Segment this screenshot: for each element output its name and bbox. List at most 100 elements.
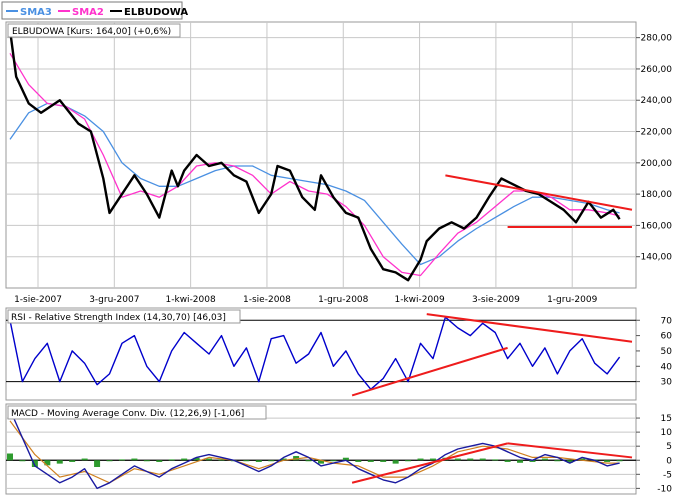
histogram-bar <box>417 458 424 461</box>
histogram-bar <box>143 460 150 462</box>
histogram-bar <box>330 460 337 462</box>
histogram-bar <box>392 460 399 464</box>
histogram-bar <box>7 453 13 461</box>
price-panel-title: ELBUDOWA [Kurs: 164,00] (+0,6%) <box>12 27 171 37</box>
y-tick-label: 5 <box>666 442 672 452</box>
trendline <box>426 313 633 343</box>
y-tick-label: 220,00 <box>641 128 673 138</box>
histogram-bar <box>19 460 26 462</box>
y-tick-label: -5 <box>663 470 672 480</box>
legend-label-sma3: SMA3 <box>20 7 52 18</box>
histogram-bar <box>429 458 436 461</box>
histogram-bar <box>517 460 524 463</box>
histogram-bar <box>355 460 362 462</box>
x-tick-label: 1-sie-2007 <box>14 295 62 305</box>
histogram-bar <box>168 459 175 461</box>
y-tick-label: 260,00 <box>641 65 673 75</box>
histogram-bar <box>305 460 312 462</box>
macd-panel: MACD - Moving Average Conv. Div. (12,26,… <box>5 403 672 495</box>
legend-label-elbudowa: ELBUDOWA <box>124 7 188 18</box>
histogram-bar <box>479 458 486 461</box>
histogram-bar <box>131 458 138 461</box>
histogram-bar <box>69 460 76 462</box>
histogram-bar <box>268 460 275 462</box>
y-tick-label: 30 <box>661 378 673 388</box>
rsi-panel-title: RSI - Relative Strength Index (14,30,70)… <box>11 313 226 323</box>
y-tick-label: 15 <box>661 414 672 424</box>
histogram-bar <box>243 460 250 462</box>
histogram-bar <box>206 458 213 461</box>
histogram-bar <box>94 460 101 467</box>
x-tick-label: 3-sie-2009 <box>472 295 520 305</box>
x-tick-label: 1-gru-2009 <box>547 295 598 305</box>
x-tick-label: 3-gru-2007 <box>89 295 139 305</box>
y-tick-label: 40 <box>661 362 673 372</box>
price-panel: ELBUDOWA [Kurs: 164,00] (+0,6%) 280,00 26… <box>5 21 672 305</box>
x-tick-label: 1-sie-2008 <box>243 295 291 305</box>
histogram-bar <box>367 460 374 462</box>
x-tick-label: 1-kwi-2008 <box>166 295 216 305</box>
macd-histogram <box>7 453 623 467</box>
y-tick-label: 160,00 <box>641 221 673 231</box>
y-tick-label: 200,00 <box>641 159 673 169</box>
series-line-rsi <box>9 316 621 390</box>
price-grid <box>6 22 636 288</box>
price-y-axis: 280,00 260,00 240,00 220,00 200,00 180,00 160,… <box>636 34 672 263</box>
histogram-bar <box>280 458 287 461</box>
macd-y-axis: 15 10 5 0 -5 -10 <box>636 414 672 494</box>
legend: SMA3 SMA2 ELBUDOWA <box>1 1 188 20</box>
histogram-bar <box>380 460 387 462</box>
y-tick-label: 0 <box>666 456 672 466</box>
macd-series <box>9 409 620 490</box>
histogram-bar <box>218 459 225 461</box>
histogram-bar <box>566 460 573 463</box>
x-tick-label: 1-gru-2008 <box>318 295 369 305</box>
trendline <box>507 442 633 459</box>
histogram-bar <box>293 456 300 461</box>
y-tick-label: 50 <box>661 347 673 357</box>
y-tick-label: 60 <box>661 332 673 342</box>
y-tick-label: 10 <box>661 428 673 438</box>
rsi-y-axis: 70 60 50 40 30 <box>636 316 673 388</box>
histogram-bar <box>467 458 474 461</box>
trendline <box>351 442 508 484</box>
histogram-bar <box>604 460 611 462</box>
y-tick-label: 70 <box>661 316 673 326</box>
histogram-bar <box>529 460 536 462</box>
rsi-panel: RSI - Relative Strength Index (14,30,70)… <box>5 307 673 401</box>
histogram-bar <box>579 458 586 461</box>
series-line-macd <box>9 409 620 490</box>
histogram-bar <box>616 460 623 462</box>
macd-trendlines <box>351 442 633 484</box>
histogram-bar <box>181 458 188 461</box>
histogram-bar <box>318 460 324 464</box>
histogram-bar <box>106 460 113 462</box>
histogram-bar <box>504 460 511 462</box>
price-trendlines <box>445 174 633 228</box>
y-tick-label: 280,00 <box>641 34 673 44</box>
histogram-bar <box>81 458 88 461</box>
series-line-elbudowa <box>8 29 621 282</box>
series-line-sma3 <box>9 102 620 266</box>
y-tick-label: 180,00 <box>641 190 673 200</box>
y-tick-label: 240,00 <box>641 96 673 106</box>
y-tick-label: -10 <box>657 484 672 494</box>
histogram-bar <box>554 460 561 462</box>
histogram-bar <box>156 460 163 462</box>
legend-label-sma2: SMA2 <box>72 7 104 18</box>
histogram-bar <box>118 459 125 461</box>
trendline <box>351 346 508 397</box>
histogram-bar <box>255 460 262 462</box>
x-tick-label: 1-kwi-2009 <box>394 295 444 305</box>
histogram-bar <box>56 460 63 464</box>
rsi-series <box>9 316 621 390</box>
histogram-bar <box>541 458 548 461</box>
price-x-axis: 1-sie-2007 3-gru-2007 1-kwi-2008 1-sie-2008… <box>14 295 598 305</box>
y-tick-label: 140,00 <box>641 253 673 263</box>
price-series <box>8 29 621 282</box>
histogram-bar <box>342 457 349 461</box>
histogram-bar <box>454 458 461 461</box>
trendline <box>445 174 633 211</box>
